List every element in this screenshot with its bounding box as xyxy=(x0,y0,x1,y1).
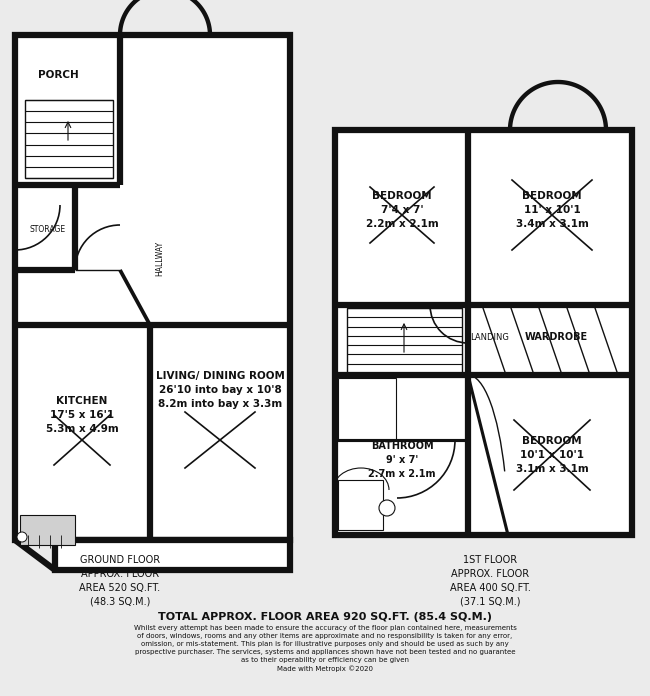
Text: BEDROOM
10'1 x 10'1
3.1m x 3.1m: BEDROOM 10'1 x 10'1 3.1m x 3.1m xyxy=(515,436,588,474)
Text: PORCH: PORCH xyxy=(38,70,79,80)
Text: TOTAL APPROX. FLOOR AREA 920 SQ.FT. (85.4 SQ.M.): TOTAL APPROX. FLOOR AREA 920 SQ.FT. (85.… xyxy=(158,612,492,622)
Bar xyxy=(335,130,632,535)
Text: LIVING/ DINING ROOM
26'10 into bay x 10'8
8.2m into bay x 3.3m: LIVING/ DINING ROOM 26'10 into bay x 10'… xyxy=(155,371,285,409)
Bar xyxy=(20,515,75,545)
Text: STORAGE: STORAGE xyxy=(30,226,66,235)
Circle shape xyxy=(17,532,27,542)
Bar xyxy=(338,378,396,440)
Bar xyxy=(25,100,113,178)
Bar xyxy=(55,540,290,570)
Text: BEDROOM
11' x 10'1
3.4m x 3.1m: BEDROOM 11' x 10'1 3.4m x 3.1m xyxy=(515,191,588,229)
Text: Whilst every attempt has been made to ensure the accuracy of the floor plan cont: Whilst every attempt has been made to en… xyxy=(133,625,517,672)
Text: BATHROOM
9' x 7'
2.7m x 2.1m: BATHROOM 9' x 7' 2.7m x 2.1m xyxy=(369,441,436,479)
Text: KITCHEN
17'5 x 16'1
5.3m x 4.9m: KITCHEN 17'5 x 16'1 5.3m x 4.9m xyxy=(46,396,118,434)
Text: WARDROBE: WARDROBE xyxy=(525,332,588,342)
Text: HALLWAY: HALLWAY xyxy=(155,240,164,276)
Text: 1ST FLOOR
APPROX. FLOOR
AREA 400 SQ.FT.
(37.1 SQ.M.): 1ST FLOOR APPROX. FLOOR AREA 400 SQ.FT. … xyxy=(450,555,530,607)
Text: GROUND FLOOR
APPROX. FLOOR
AREA 520 SQ.FT.
(48.3 SQ.M.): GROUND FLOOR APPROX. FLOOR AREA 520 SQ.F… xyxy=(79,555,161,607)
Circle shape xyxy=(379,500,395,516)
Bar xyxy=(338,480,383,530)
Bar xyxy=(347,308,462,373)
Text: BEDROOM
7'4 x 7'
2.2m x 2.1m: BEDROOM 7'4 x 7' 2.2m x 2.1m xyxy=(365,191,438,229)
Bar xyxy=(15,35,290,540)
Text: LANDING: LANDING xyxy=(470,333,509,342)
